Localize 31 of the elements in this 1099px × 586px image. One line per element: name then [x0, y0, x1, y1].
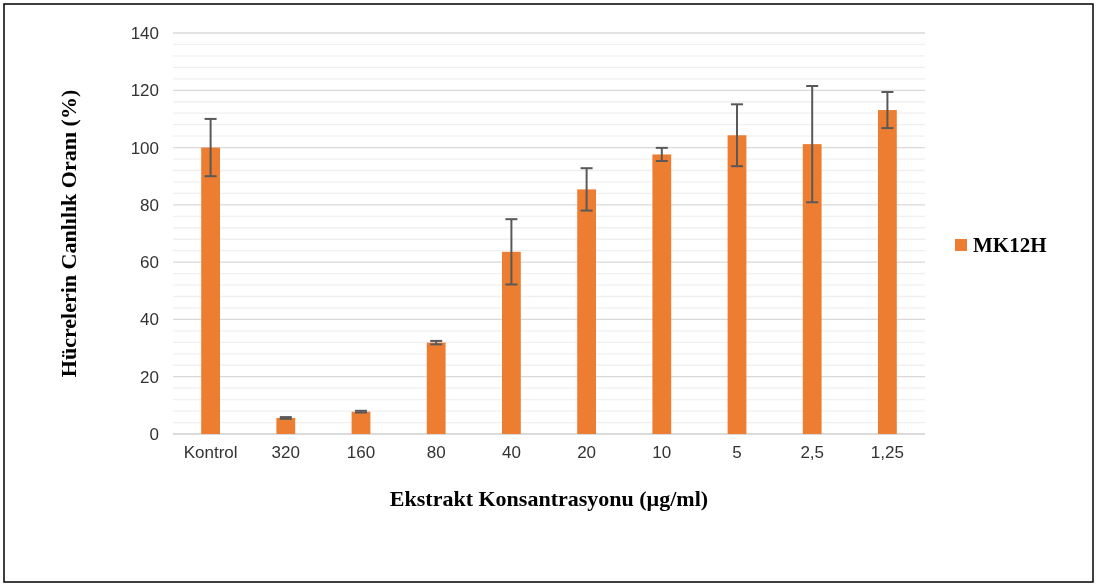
y-tick-label: 20	[140, 367, 159, 387]
y-tick-label: 60	[140, 253, 159, 273]
bar	[802, 144, 822, 434]
bar	[426, 342, 446, 434]
x-tick-label: 160	[346, 443, 376, 463]
bar	[276, 417, 296, 434]
y-tick-label: 40	[140, 310, 159, 330]
x-tick-label: Kontrol	[183, 443, 238, 463]
bar	[201, 147, 220, 434]
x-tick-label: 20	[577, 443, 597, 463]
legend-label: MK12H	[973, 233, 1047, 257]
x-tick-label: 320	[271, 443, 300, 463]
bar	[727, 135, 747, 434]
x-tick-label: 1,25	[870, 443, 904, 463]
x-tick-label: 2,5	[800, 443, 825, 463]
x-tick-label: 80	[426, 443, 446, 463]
y-tick-label: 80	[140, 195, 159, 215]
y-tick-label: 0	[149, 424, 159, 444]
y-tick-label: 140	[130, 23, 159, 43]
y-axis-title: Hücrelerin Canlılık Oranı (%)	[56, 89, 81, 378]
bar	[502, 251, 521, 434]
bar	[652, 154, 672, 434]
x-axis-title: Ekstrakt Konsantrasyonu (µg/ml)	[389, 486, 709, 511]
bar	[878, 110, 897, 434]
y-tick-label: 120	[130, 81, 159, 101]
bar	[577, 189, 596, 434]
x-tick-label: 40	[501, 443, 521, 463]
bar	[351, 411, 371, 434]
x-tick-label: 10	[652, 443, 672, 463]
y-tick-label: 100	[130, 138, 159, 158]
x-tick-label: 5	[732, 443, 742, 463]
